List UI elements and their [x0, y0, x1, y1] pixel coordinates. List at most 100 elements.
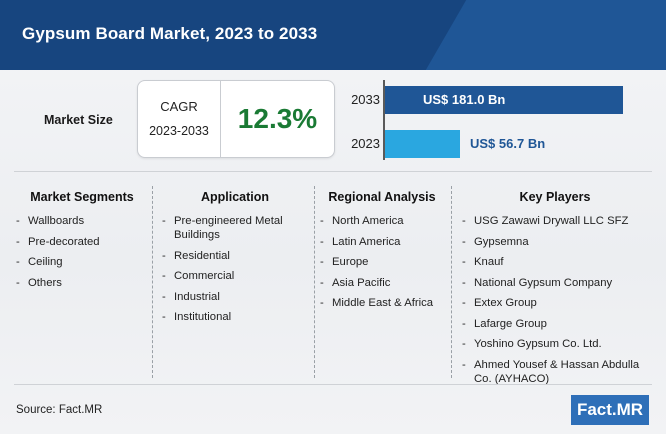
- source-note: Source: Fact.MR: [16, 404, 103, 416]
- list-item: - Wallboards: [14, 214, 150, 228]
- column-heading: Application: [200, 190, 270, 204]
- market-size-bar-chart: 2033 US$ 181.0 Bn 2023 US$ 56.7 Bn: [340, 80, 640, 160]
- logo-text: Fact.MR: [576, 400, 644, 419]
- list-item: - Extex Group: [460, 296, 650, 310]
- bullet-dash: -: [462, 215, 466, 227]
- list-item: - Gypsemna: [460, 235, 650, 249]
- list-item-text: Knauf: [474, 256, 504, 268]
- bullet-dash: -: [162, 249, 166, 262]
- segment-column-market-segments: Market Segments - Wallboards - Pre-decorate…: [14, 190, 150, 296]
- cagr-box: CAGR 2023-2033 12.3%: [137, 80, 335, 158]
- chart-axis-line: [383, 80, 385, 160]
- list-item: - Pre-engineered Metal Buildings: [160, 214, 310, 242]
- region-list: - North America - Latin America - Europe - Asia…: [318, 214, 446, 310]
- list-item: - Yoshino Gypsum Co. Ltd.: [460, 337, 650, 351]
- bullet-dash: -: [16, 235, 20, 248]
- section-divider-top: [14, 171, 652, 172]
- list-item-text: Others: [28, 276, 62, 289]
- year-label-2033: 2033: [351, 92, 380, 107]
- bullet-dash: -: [462, 256, 466, 268]
- bullet-dash: -: [462, 358, 466, 371]
- bullet-dash: -: [16, 276, 20, 289]
- list-item: - Asia Pacific: [318, 276, 446, 290]
- segment-column-application: Application - Pre-engineered Metal Buildi…: [160, 190, 310, 331]
- segment-list: - Wallboards - Pre-decorated - Ceiling - Others: [14, 214, 150, 290]
- list-item-text: Ceiling: [28, 256, 63, 268]
- list-item: - Latin America: [318, 235, 446, 249]
- key-players-list: - USG Zawawi Drywall LLC SFZ - Gypsemna - Kna…: [460, 214, 650, 386]
- list-item-text: Middle East & Africa: [332, 297, 434, 309]
- list-item: - Industrial: [160, 290, 310, 304]
- cagr-label: CAGR: [160, 99, 198, 114]
- list-item: - Residential: [160, 249, 310, 263]
- bullet-dash: -: [162, 311, 166, 323]
- list-item: - National Gypsum Company: [460, 276, 650, 290]
- header-banner: Gypsum Board Market, 2023 to 2033: [0, 0, 666, 70]
- bullet-dash: -: [16, 215, 20, 227]
- segment-column-key-players: Key Players - USG Zawawi Drywall LLC SFZ -…: [460, 190, 650, 392]
- list-item-text: Wallboards: [28, 215, 85, 227]
- bar-2033: [385, 86, 623, 114]
- cagr-divider: [220, 81, 221, 157]
- bullet-dash: -: [16, 256, 20, 268]
- list-item: - North America: [318, 214, 446, 228]
- list-item-text: Lafarge Group: [474, 317, 547, 330]
- list-item-text: Europe: [332, 256, 369, 268]
- section-divider-bottom: [14, 384, 652, 385]
- list-item: - Europe: [318, 255, 446, 269]
- bullet-dash: -: [320, 235, 324, 248]
- year-label-2023: 2023: [351, 136, 380, 151]
- list-item-text: USG Zawawi Drywall LLC SFZ: [474, 215, 629, 227]
- market-size-label: Market Size: [44, 113, 113, 127]
- list-item: - USG Zawawi Drywall LLC SFZ: [460, 214, 650, 228]
- list-item-text: Extex Group: [474, 297, 537, 309]
- list-item-text: Yoshino Gypsum Co. Ltd.: [474, 338, 602, 350]
- bullet-dash: -: [462, 317, 466, 330]
- list-item: - Knauf: [460, 255, 650, 269]
- column-divider: [152, 186, 153, 378]
- list-item-text: Pre-engineered Metal Buildings: [174, 215, 283, 241]
- column-divider: [314, 186, 315, 378]
- list-item-text: Industrial: [174, 290, 220, 303]
- list-item-text: Asia Pacific: [332, 276, 391, 289]
- column-heading: Regional Analysis: [328, 190, 436, 204]
- cagr-value: 12.3%: [237, 103, 318, 134]
- list-item-text: National Gypsum Company: [474, 276, 613, 289]
- page-title: Gypsum Board Market, 2023 to 2033: [22, 24, 318, 43]
- bar-2023: [385, 130, 460, 158]
- column-heading: Key Players: [519, 190, 591, 204]
- list-item-text: Institutional: [174, 311, 232, 323]
- column-divider: [451, 186, 452, 378]
- bullet-dash: -: [462, 297, 466, 309]
- bar-value-label-2033: US$ 181.0 Bn: [423, 92, 506, 107]
- list-item-text: North America: [332, 215, 404, 227]
- bullet-dash: -: [162, 290, 166, 303]
- list-item: - Commercial: [160, 269, 310, 283]
- list-item-text: Pre-decorated: [28, 235, 100, 248]
- application-list: - Pre-engineered Metal Buildings - Resident…: [160, 214, 310, 324]
- list-item: - Ceiling: [14, 255, 150, 269]
- factmr-logo: Fact.MR: [571, 395, 649, 425]
- bullet-dash: -: [320, 215, 324, 227]
- header-decoration-right: [425, 0, 666, 70]
- bullet-dash: -: [320, 276, 324, 289]
- column-heading: Market Segments: [30, 190, 134, 204]
- list-item-text: Gypsemna: [474, 235, 529, 248]
- list-item: - Others: [14, 276, 150, 290]
- list-item-text: Residential: [174, 249, 230, 262]
- segment-column-regional-analysis: Regional Analysis - North America - Latin A…: [318, 190, 446, 317]
- bullet-dash: -: [320, 256, 324, 268]
- list-item: - Ahmed Yousef & Hassan Abdulla Co. (AYHA…: [460, 358, 650, 386]
- bullet-dash: -: [162, 270, 166, 282]
- list-item: - Middle East & Africa: [318, 296, 446, 310]
- list-item: - Institutional: [160, 310, 310, 324]
- list-item-text: Latin America: [332, 235, 401, 248]
- cagr-period: 2023-2033: [149, 124, 209, 138]
- bullet-dash: -: [462, 276, 466, 289]
- list-item-text: Commercial: [174, 270, 235, 282]
- bullet-dash: -: [320, 297, 324, 309]
- bullet-dash: -: [162, 215, 166, 227]
- bullet-dash: -: [462, 338, 466, 350]
- bar-value-label-2023: US$ 56.7 Bn: [470, 136, 546, 151]
